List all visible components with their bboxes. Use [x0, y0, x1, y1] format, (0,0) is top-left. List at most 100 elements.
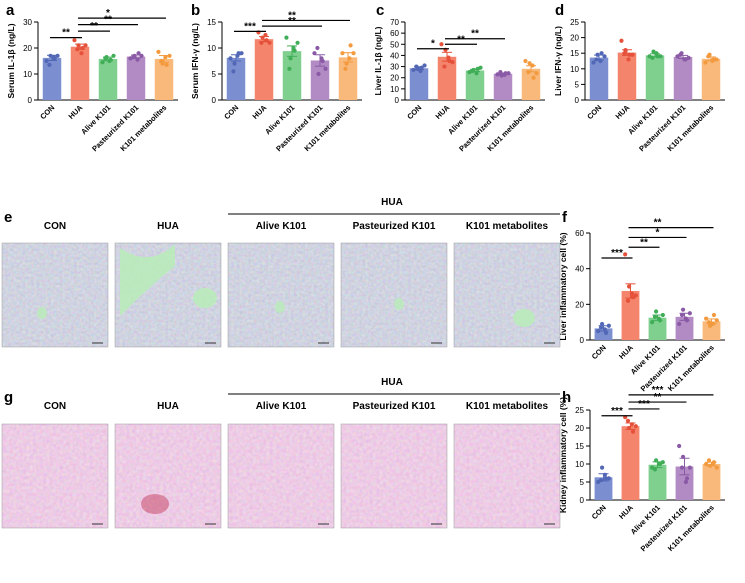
data-point [680, 307, 686, 312]
x-tick-label: K101 metabolites [666, 343, 716, 393]
y-tick-label: 20 [23, 44, 32, 53]
data-point [531, 75, 536, 80]
data-point [44, 58, 49, 64]
data-point [650, 320, 655, 325]
y-tick-label: 5 [212, 70, 217, 79]
bar-3 [126, 56, 146, 100]
micrograph-image [2, 424, 108, 528]
data-point [704, 461, 709, 467]
x-tick-label: HUA [251, 103, 269, 121]
data-point [439, 42, 444, 47]
data-point [683, 479, 689, 485]
y-axis-label: Liver IL-1β (ng/L) [373, 26, 383, 95]
x-tick-label: Pasteurized K101 [639, 343, 689, 393]
data-point [599, 321, 605, 327]
y-axis-label: Kidney inflammatory cell (%) [558, 397, 568, 513]
bar-0 [42, 57, 62, 100]
data-point [679, 312, 685, 318]
x-tick-label: CON [38, 103, 56, 121]
data-point [606, 323, 611, 328]
bar-4 [338, 57, 358, 100]
micrograph-title: Alive K101 [256, 221, 307, 232]
hemorrhage-spot [141, 494, 169, 514]
data-point [498, 70, 503, 75]
bar-1 [254, 39, 274, 100]
data-point [679, 465, 685, 470]
data-point [478, 65, 483, 70]
data-point [706, 54, 711, 59]
bar-0 [589, 57, 609, 100]
bar-4 [521, 68, 541, 100]
data-point [652, 467, 658, 472]
y-axis-label: Liver IFN-γ (ng/L) [553, 26, 563, 96]
bar-0 [594, 328, 613, 340]
micrograph-image [341, 424, 447, 528]
bar-3 [493, 73, 513, 100]
data-point [288, 56, 293, 61]
bar-1 [617, 52, 637, 100]
micrograph-title: CON [44, 401, 66, 412]
significance-label: * [431, 39, 435, 50]
y-tick-label: 15 [570, 49, 579, 58]
micrograph-border [453, 242, 561, 348]
data-point [527, 61, 532, 66]
micrograph-title: Pasteurized K101 [353, 221, 436, 232]
micrograph-border [340, 423, 448, 529]
bar-3 [673, 56, 693, 100]
micrograph-border [114, 242, 222, 348]
data-point [599, 51, 604, 56]
bar-2 [465, 70, 485, 100]
micrograph-border [1, 242, 109, 348]
micrograph-border [1, 423, 109, 529]
significance-label: ** [90, 21, 98, 32]
y-axis-label: Serum IL-1β (ng/L) [6, 23, 16, 98]
data-point [704, 316, 709, 321]
y-tick-label: 0 [28, 96, 33, 105]
micrograph-border [227, 242, 335, 348]
x-tick-label: HUA [67, 103, 85, 121]
data-point [72, 38, 77, 43]
bar-4 [701, 58, 721, 100]
chart-h-kidney-inflammatory: 0 5 10 15 20 25 Kidney inflammatory cell (%) CO… [558, 385, 725, 553]
y-tick-label: 15 [575, 442, 584, 451]
bar-1 [621, 426, 640, 500]
data-point [47, 62, 52, 67]
significance-label: ** [654, 218, 662, 229]
vessel-lumen [513, 309, 535, 327]
data-point [630, 52, 635, 57]
micrograph-image [454, 243, 560, 347]
micrograph-title: Pasteurized K101 [353, 401, 436, 412]
data-point [677, 443, 682, 449]
data-point [714, 465, 719, 470]
data-point [323, 66, 328, 71]
y-tick-label: 10 [390, 85, 399, 94]
data-point [711, 312, 717, 318]
y-tick-label: 5 [580, 478, 585, 487]
x-tick-label: HUA [617, 503, 635, 521]
bar-0 [409, 68, 429, 100]
significance-label: ** [471, 29, 479, 40]
data-point [351, 51, 356, 56]
data-point [633, 424, 638, 429]
data-point [263, 32, 268, 38]
panel-label-d: d [555, 2, 564, 19]
vessel-lumen [37, 307, 47, 319]
hua-group-label: HUA [381, 197, 403, 208]
y-tick-label: 30 [23, 18, 32, 27]
data-point [687, 311, 692, 316]
x-tick-label: HUA [617, 343, 635, 361]
micrograph-image [115, 424, 221, 528]
y-tick-label: 5 [575, 80, 580, 89]
data-point [623, 252, 628, 257]
data-point [686, 55, 691, 60]
y-tick-label: 15 [207, 18, 216, 27]
bar-2 [282, 51, 302, 100]
data-point [139, 53, 144, 58]
y-tick-label: 70 [390, 18, 399, 27]
y-tick-label: 50 [390, 40, 399, 49]
significance-label: *** [638, 399, 650, 410]
bar-2 [98, 58, 118, 100]
